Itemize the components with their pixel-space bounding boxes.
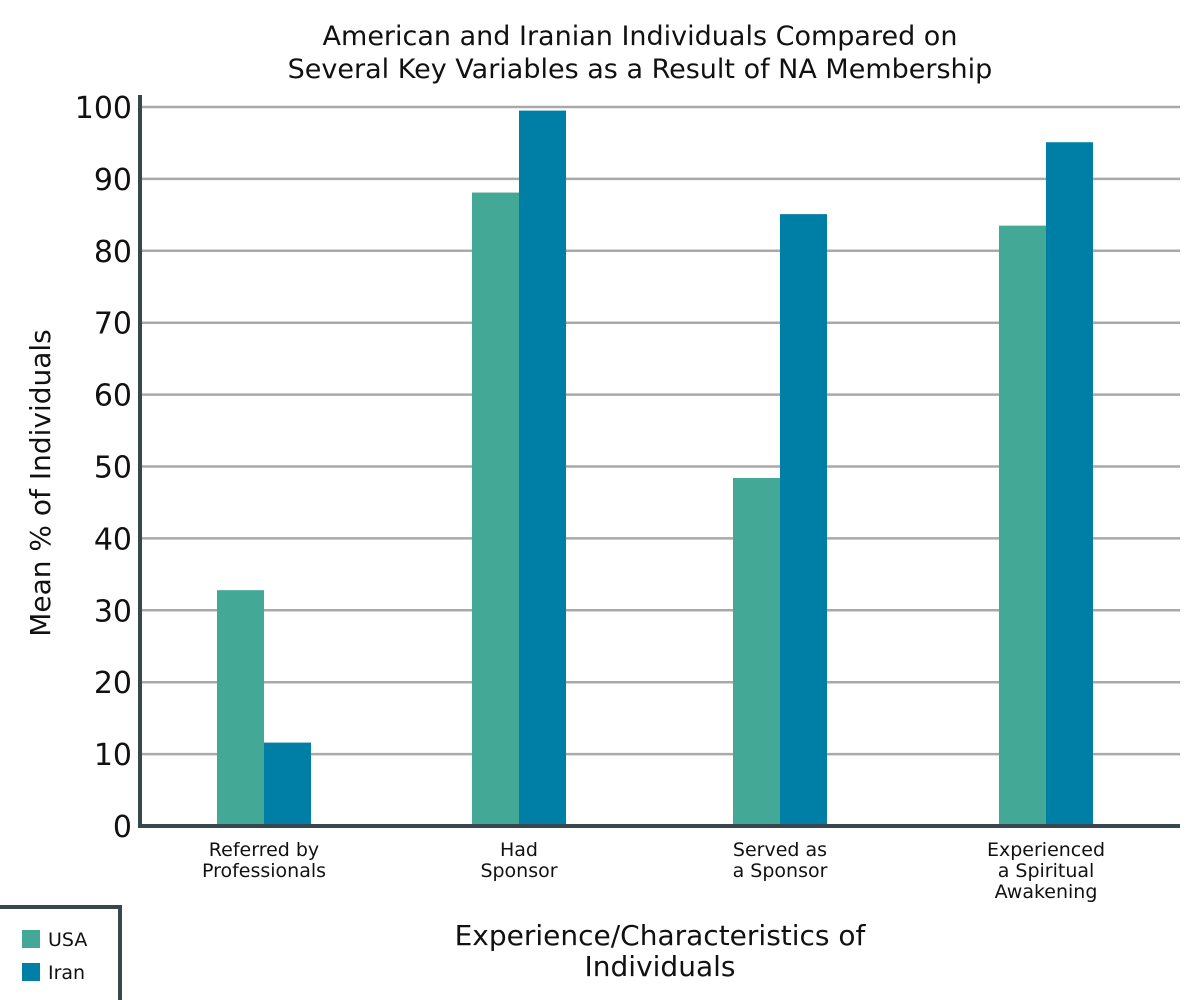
legend-swatch-usa xyxy=(22,930,40,948)
y-tick-label: 60 xyxy=(94,379,132,414)
x-category-label: Had Sponsor xyxy=(480,839,557,882)
y-tick-label: 30 xyxy=(94,594,132,629)
x-axis-categories: Referred by Professionals Had Sponsor Served… xyxy=(202,839,1105,903)
bar-usa-1 xyxy=(217,590,264,826)
x-axis-title-line: Experience/Characteristics of xyxy=(455,919,867,952)
y-tick-label: 40 xyxy=(94,522,132,557)
bar-iran-4 xyxy=(1046,142,1093,826)
legend-frame xyxy=(0,905,122,1000)
y-tick-label: 100 xyxy=(75,91,132,126)
y-axis-ticks: 0 10 20 30 40 50 60 70 80 90 100 xyxy=(75,91,132,845)
gridlines xyxy=(140,105,1180,756)
bar-iran-1 xyxy=(264,742,311,826)
y-tick-label: 90 xyxy=(94,163,132,198)
bars xyxy=(217,110,1093,827)
y-tick-label: 70 xyxy=(94,307,132,342)
x-category-label: Served as a Sponsor xyxy=(733,839,828,882)
legend-swatch-iran xyxy=(22,963,40,981)
bar-usa-4 xyxy=(999,225,1046,826)
y-tick-label: 20 xyxy=(94,666,132,701)
bar-usa-2 xyxy=(472,192,519,826)
y-axis-title: Mean % of Individuals xyxy=(24,329,57,637)
x-axis-title-line: Individuals xyxy=(585,950,736,983)
bar-iran-3 xyxy=(780,214,827,827)
legend-label-usa: USA xyxy=(48,929,87,951)
legend: USA Iran xyxy=(0,905,122,1000)
y-tick-label: 50 xyxy=(94,451,132,486)
chart-title-line: American and Iranian Individuals Compare… xyxy=(323,21,958,52)
bar-iran-2 xyxy=(519,110,566,827)
y-tick-label: 10 xyxy=(94,738,132,773)
y-tick-label: 80 xyxy=(94,235,132,270)
x-category-label: Referred by Professionals xyxy=(202,839,326,882)
chart-title: American and Iranian Individuals Compare… xyxy=(288,21,993,85)
y-tick-label: 0 xyxy=(113,810,132,845)
x-category-label: Experienced a Spiritual Awakening xyxy=(987,839,1105,903)
legend-label-iran: Iran xyxy=(48,962,85,984)
chart-title-line: Several Key Variables as a Result of NA … xyxy=(288,54,993,85)
bar-usa-3 xyxy=(733,478,780,826)
